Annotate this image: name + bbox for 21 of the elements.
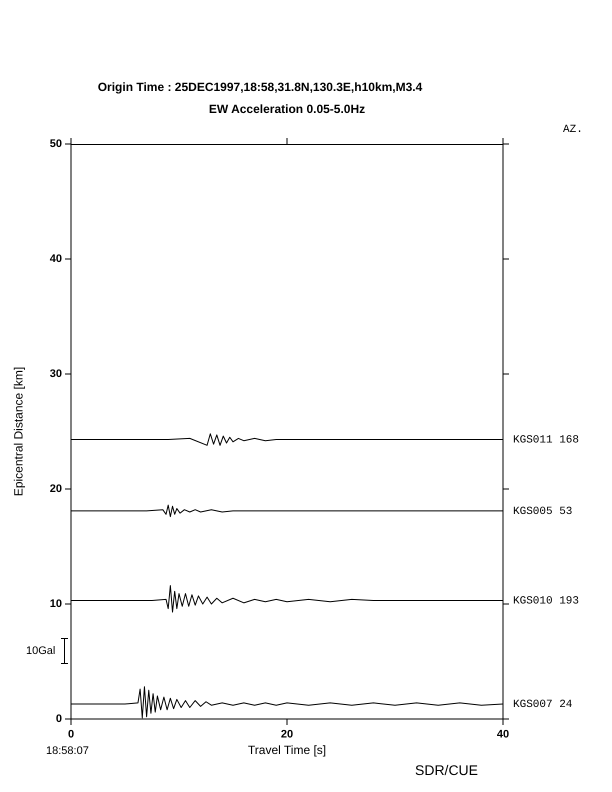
chart-title: Origin Time : 25DEC1997,18:58,31.8N,130.3E,h10km,M3.4 <box>96 80 424 94</box>
text: AZ. <box>563 124 583 136</box>
text: SDR/CUE <box>415 762 478 778</box>
text: 18:58:07 <box>46 745 89 757</box>
y-axis-title: Epicentral Distance [km] <box>12 366 26 496</box>
series-label: KGS011 168 <box>513 434 580 446</box>
series-label: KGS007 24 <box>513 698 573 711</box>
series-label: KGS005 53 <box>513 506 572 518</box>
x-tick-label: 0 <box>68 728 74 741</box>
x-tick-label: 20 <box>280 728 294 741</box>
text: 10Gal <box>26 645 56 657</box>
x-tick-label: 40 <box>496 728 510 741</box>
legend-label: KGS010 193 <box>513 595 580 608</box>
y-tick-label: 10 <box>50 598 62 610</box>
y-tick-label: 0 <box>56 713 62 726</box>
y-tick-label: 40 <box>50 253 62 266</box>
y-tick-label: 30 <box>50 368 62 380</box>
y-tick-label: 20 <box>50 483 62 496</box>
chart-subtitle: EW Acceleration 0.05-5.0Hz <box>208 102 366 116</box>
x-axis-title: Travel Time [s] <box>248 743 326 758</box>
y-tick-label: 50 <box>50 138 62 150</box>
